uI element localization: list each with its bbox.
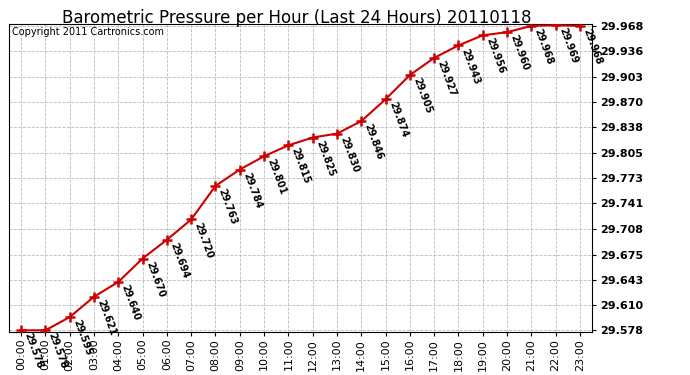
- Text: 29.578: 29.578: [23, 332, 45, 370]
- Text: 29.670: 29.670: [144, 260, 166, 299]
- Text: 29.815: 29.815: [290, 147, 312, 186]
- Text: 29.969: 29.969: [557, 27, 579, 65]
- Text: 29.943: 29.943: [460, 47, 482, 86]
- Text: 29.578: 29.578: [47, 332, 69, 370]
- Text: 29.763: 29.763: [217, 188, 239, 226]
- Text: 29.830: 29.830: [338, 135, 361, 174]
- Text: 29.801: 29.801: [266, 158, 288, 196]
- Text: 29.784: 29.784: [241, 171, 264, 210]
- Text: 29.968: 29.968: [533, 27, 555, 66]
- Text: 29.846: 29.846: [363, 123, 385, 161]
- Text: 29.960: 29.960: [509, 34, 531, 72]
- Text: 29.905: 29.905: [411, 76, 433, 115]
- Text: 29.956: 29.956: [484, 37, 506, 75]
- Text: 29.640: 29.640: [119, 284, 142, 322]
- Text: 29.825: 29.825: [314, 139, 336, 178]
- Text: 29.874: 29.874: [387, 101, 409, 140]
- Text: 29.595: 29.595: [71, 318, 93, 357]
- Text: 29.927: 29.927: [435, 59, 457, 98]
- Text: 29.720: 29.720: [193, 221, 215, 260]
- Text: Barometric Pressure per Hour (Last 24 Hours) 20110118: Barometric Pressure per Hour (Last 24 Ho…: [62, 9, 531, 27]
- Text: 29.694: 29.694: [168, 241, 190, 280]
- Text: 29.968: 29.968: [581, 27, 604, 66]
- Text: 29.621: 29.621: [95, 298, 117, 337]
- Text: Copyright 2011 Cartronics.com: Copyright 2011 Cartronics.com: [12, 27, 164, 38]
